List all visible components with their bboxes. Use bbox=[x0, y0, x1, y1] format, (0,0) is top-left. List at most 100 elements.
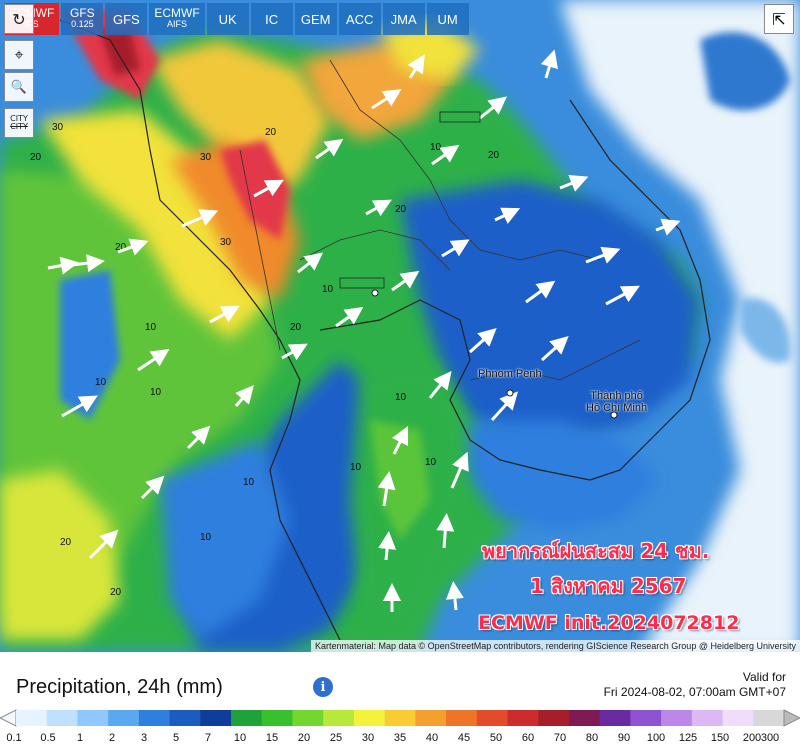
model-ic[interactable]: IC bbox=[250, 3, 293, 35]
svg-text:10: 10 bbox=[200, 532, 212, 543]
scale-swatch bbox=[77, 710, 109, 726]
svg-text:20: 20 bbox=[115, 242, 127, 253]
city-toggle-button[interactable]: CITY CITY bbox=[4, 108, 34, 138]
scale-tick-label: 3 bbox=[140, 732, 148, 744]
legend-panel: Precipitation, 24h (mm) i Valid for Fri … bbox=[0, 652, 800, 750]
svg-text:10: 10 bbox=[350, 462, 362, 473]
scale-swatch bbox=[231, 710, 263, 726]
svg-text:30: 30 bbox=[200, 152, 212, 163]
model-sublabel: AIFS bbox=[166, 19, 187, 29]
model-jma[interactable]: JMA bbox=[382, 3, 425, 35]
share-icon: ⇱ bbox=[772, 9, 786, 29]
model-gfs-0125[interactable]: GFS 0.125 bbox=[61, 3, 104, 35]
scale-swatch bbox=[200, 710, 232, 726]
color-scale-bar bbox=[0, 709, 800, 727]
scale-tick-label: 1 bbox=[76, 732, 84, 744]
model-label: UM bbox=[437, 11, 458, 27]
model-uk[interactable]: UK bbox=[206, 3, 249, 35]
scale-swatch bbox=[384, 710, 416, 726]
scale-tick-label: 45 bbox=[457, 732, 471, 744]
valid-label: Valid for bbox=[742, 670, 786, 684]
location-button[interactable]: ⌖ bbox=[4, 40, 34, 70]
city-toggle-label-struck: CITY bbox=[10, 122, 28, 131]
scale-tick-label: 0.1 bbox=[6, 732, 22, 744]
scale-arrow-left bbox=[0, 709, 17, 727]
svg-text:20: 20 bbox=[265, 127, 277, 138]
model-gem[interactable]: GEM bbox=[294, 3, 337, 35]
scale-tick-label: 300 bbox=[760, 732, 780, 744]
model-label: ACC bbox=[345, 11, 374, 27]
svg-text:30: 30 bbox=[52, 122, 64, 133]
zoom-button[interactable]: 🔍 bbox=[4, 72, 34, 102]
scale-arrow-right bbox=[783, 709, 800, 727]
model-label: ECMWF bbox=[154, 6, 200, 20]
scale-tick-label: 2 bbox=[108, 732, 116, 744]
svg-text:30: 30 bbox=[220, 237, 232, 248]
city-label-phnom-penh: Phnom Penh bbox=[478, 368, 542, 380]
model-label: JMA bbox=[390, 11, 417, 27]
scale-tick-label: 150 bbox=[710, 732, 730, 744]
share-button[interactable]: ⇱ bbox=[764, 4, 794, 34]
scale-swatch bbox=[630, 710, 662, 726]
scale-tick-label: 70 bbox=[553, 732, 567, 744]
scale-swatch bbox=[568, 710, 601, 726]
model-sublabel: 0.125 bbox=[71, 19, 94, 29]
scale-swatch bbox=[691, 710, 724, 726]
city-label-ho-chi-minh: Thành phố Hồ Chí Minh bbox=[586, 390, 647, 414]
scale-swatch bbox=[169, 710, 201, 726]
scale-tick-label: 125 bbox=[678, 732, 698, 744]
scale-tick-label: 40 bbox=[425, 732, 439, 744]
scale-swatch bbox=[446, 710, 478, 726]
model-label: UK bbox=[218, 11, 237, 27]
model-gfs[interactable]: GFS bbox=[105, 3, 148, 35]
svg-text:20: 20 bbox=[110, 587, 122, 598]
scale-tick-label: 10 bbox=[233, 732, 247, 744]
precipitation-map[interactable]: 30 20 20 30 30 20 10 10 10 20 20 20 10 10 20 10 10 1… bbox=[0, 0, 800, 652]
map-canvas: 30 20 20 30 30 20 10 10 10 20 20 20 10 10 20 10 10 1… bbox=[0, 0, 800, 652]
scale-tick-label: 20 bbox=[297, 732, 311, 744]
model-ecmwf-aifs[interactable]: ECMWF AIFS bbox=[149, 3, 205, 35]
refresh-button[interactable]: ↻ bbox=[4, 4, 34, 34]
scale-swatch bbox=[46, 710, 78, 726]
model-um[interactable]: UM bbox=[426, 3, 469, 35]
model-label: GEM bbox=[300, 11, 331, 27]
refresh-icon: ↻ bbox=[12, 9, 26, 29]
scale-tick-label: 25 bbox=[329, 732, 343, 744]
scale-swatch bbox=[108, 710, 140, 726]
scale-tick-label: 5 bbox=[172, 732, 180, 744]
scale-swatch bbox=[753, 710, 785, 726]
scale-swatch bbox=[661, 710, 693, 726]
overlay-model-init: ECMWF init.2024072812 bbox=[478, 612, 740, 634]
svg-text:10: 10 bbox=[430, 142, 442, 153]
map-attribution[interactable]: Kartenmaterial: Map data © OpenStreetMap… bbox=[311, 640, 800, 652]
scale-tick-label: 100 bbox=[646, 732, 666, 744]
scale-swatch bbox=[722, 710, 754, 726]
city-toggle-label: CITY bbox=[10, 114, 28, 123]
scale-swatch bbox=[323, 710, 355, 726]
model-label: GFS bbox=[112, 11, 140, 27]
overlay-title: พยากรณ์ฝนสะสม 24 ชม. bbox=[482, 539, 710, 563]
svg-text:10: 10 bbox=[150, 387, 162, 398]
scale-swatch bbox=[538, 710, 570, 726]
svg-text:10: 10 bbox=[95, 377, 107, 388]
color-scale-labels: 0.1 0.5 1 2 3 5 7 10 15 20 25 30 35 40 45 50 60 70 80 90 100… bbox=[0, 732, 800, 746]
magnifier-icon: 🔍 bbox=[10, 79, 28, 95]
scale-tick-label: 15 bbox=[265, 732, 279, 744]
scale-swatch bbox=[415, 710, 447, 726]
legend-title: Precipitation, 24h (mm) bbox=[16, 676, 223, 698]
model-label: IC bbox=[265, 11, 279, 27]
svg-text:10: 10 bbox=[322, 284, 334, 295]
model-acc[interactable]: ACC bbox=[338, 3, 381, 35]
valid-time: Valid for Fri 2024-08-02, 07:00am GMT+07 bbox=[604, 670, 786, 700]
info-icon[interactable]: i bbox=[313, 677, 333, 697]
scale-tick-label: 30 bbox=[361, 732, 375, 744]
city-label-line: Thành phố bbox=[590, 390, 643, 402]
svg-text:10: 10 bbox=[425, 457, 437, 468]
city-label-line: Hồ Chí Minh bbox=[586, 402, 648, 414]
scale-swatch bbox=[292, 710, 324, 726]
scale-tick-label: 60 bbox=[521, 732, 535, 744]
scale-tick-label: 0.5 bbox=[40, 732, 56, 744]
scale-tick-label: 90 bbox=[617, 732, 631, 744]
scale-tick-label: 35 bbox=[393, 732, 407, 744]
svg-text:20: 20 bbox=[290, 322, 302, 333]
